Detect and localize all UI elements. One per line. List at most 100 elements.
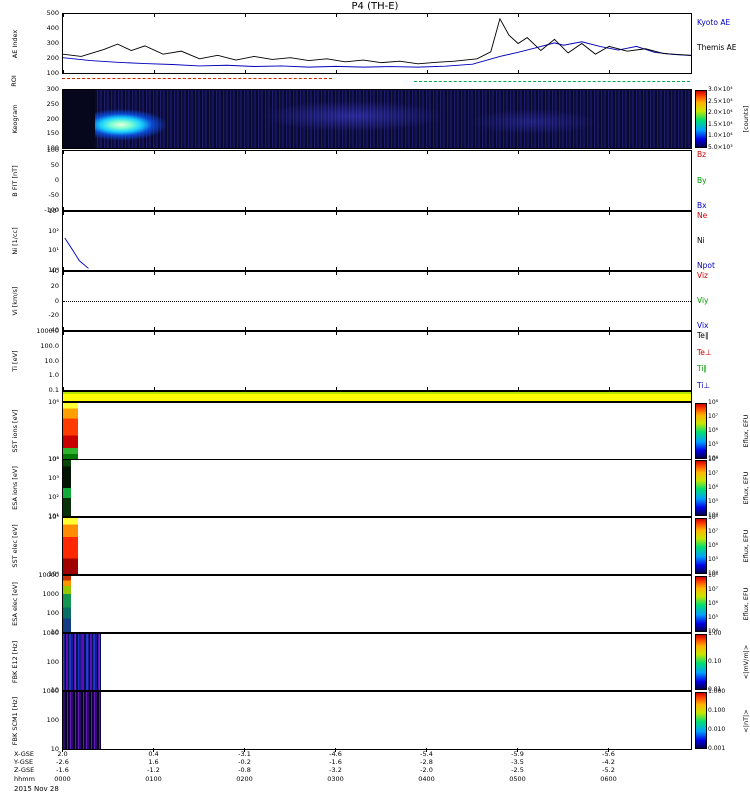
ni-ytick-labels: 10³ 10² 10¹ 10⁰: [17, 208, 59, 274]
ephemeris-value: 0.4: [148, 750, 159, 758]
vi-zero-line: [63, 301, 691, 302]
flags-plot-area: [63, 392, 691, 401]
ephemeris-row-label-x: X-GSE: [14, 750, 34, 758]
ytick-label: 0: [54, 176, 59, 184]
colorbar-tick-label: 10⁷: [708, 528, 719, 535]
sst-elec-spectrogram: [63, 518, 78, 574]
ephemeris-value: -5.9: [511, 750, 524, 758]
ytick-label: 10⁵: [48, 513, 59, 521]
time-tick-labels: 0000 0100 0200 0300 0400 0500 0600: [17, 776, 654, 783]
ephemeris-value: -4.6: [329, 750, 342, 758]
esa-elec-plot-area: [63, 576, 691, 632]
ytick-label: 1000: [42, 629, 59, 637]
legend-entry: Vix: [697, 321, 709, 330]
ytick-label: 10⁶: [48, 398, 59, 406]
keogram-colorbar-ticks: 3.0×10⁴ 2.5×10⁴ 2.0×10⁴ 1.5×10⁴ 1.0×10⁴ 5.0×1…: [708, 87, 740, 151]
ti-ytick-labels: 1000.0 100.0 10.0 1.0 0.1: [17, 328, 59, 394]
sst-ions-colorbar: [695, 403, 707, 459]
ephemeris-row-label-z: Z-GSE: [14, 766, 35, 774]
panel-bfit: B FIT [nT] 100 50 0 -50 -100 Bz By Bx: [11, 147, 707, 214]
colorbar-tick-label: 10⁵: [708, 441, 719, 448]
colorbar-tick-label: 2.0×10⁴: [708, 109, 733, 117]
ytick-label: 0: [54, 296, 59, 305]
fbk-scm-colorbar-unit: <|nT|>: [742, 708, 750, 733]
ytick-label: 10000: [38, 571, 59, 579]
plot-title: P4 (TH-E): [351, 1, 399, 12]
ytick-label: 10²: [48, 493, 59, 501]
ytick-label: 300: [46, 85, 59, 93]
ephemeris-value: -2.6: [56, 758, 69, 766]
ephemeris-value: -0.2: [238, 758, 251, 766]
colorbar-tick-label: 10⁶: [708, 484, 719, 491]
legend-entry: Te⊥: [697, 347, 712, 357]
colorbar-tick-label: 0.01: [708, 686, 722, 693]
sst-elec-colorbar: [695, 518, 707, 574]
ephemeris-row-z: -1.6 -1.2 -0.8 -3.2 -2.0 -2.5 -5.2: [17, 767, 654, 774]
panel-ae-index: AE Index 500 400 300 200 100 Kyoto AE Themis …: [11, 10, 737, 77]
ytick-label: 200: [46, 54, 59, 62]
fbk-scm-colorbar-ticks: 1.000 0.100 0.010 0.001: [708, 689, 740, 752]
ytick-label: 300: [46, 39, 59, 47]
ytick-label: 1000: [42, 687, 59, 695]
colorbar-tick-label: 10⁵: [708, 498, 719, 505]
time-tick-label: 0600: [600, 775, 617, 783]
sst-ions-ytick-labels: 10⁶ 10⁵: [17, 399, 59, 463]
time-tick-label: 0000: [54, 775, 71, 783]
ytick-label: -40: [48, 326, 59, 334]
fbk-e-spectrogram: [63, 634, 101, 690]
legend-entry: Themis AE: [697, 43, 737, 52]
colorbar-tick-label: 2.5×10⁴: [708, 97, 733, 105]
colorbar-tick-label: 10⁵: [708, 556, 719, 563]
legend-entry: Ne: [697, 211, 708, 220]
fbk-scm-ytick-labels: 1000 100 10: [17, 688, 59, 753]
time-tick-label: 0400: [418, 775, 435, 783]
ytick-label: 10¹: [48, 512, 59, 520]
ytick-label: 100.0: [40, 341, 59, 350]
ytick-label: -50: [48, 191, 59, 199]
panel-roi: ROI: [10, 75, 690, 87]
ae-plot-area: [63, 14, 691, 73]
ytick-label: 400: [46, 24, 59, 32]
colorbar-tick-label: 10⁸: [708, 399, 719, 406]
colorbar-tick-label: 0.010: [708, 726, 726, 733]
esa-ions-ytick-labels: 10⁴ 10³ 10² 10¹: [17, 456, 59, 520]
time-row-label: hhmm: [14, 775, 35, 783]
flag-bar: [63, 392, 691, 401]
fbk-scm-plot-area: [63, 692, 691, 749]
fbk-scm-spectrogram: [63, 692, 101, 749]
ytick-label: 0.1: [48, 386, 59, 394]
fbk-e-plot-area: [63, 634, 691, 690]
ephemeris-value: -2.5: [511, 766, 524, 774]
esa-ions-spectrogram: [63, 460, 71, 516]
ytick-label: 250: [46, 99, 59, 108]
colorbar-tick-label: 10⁴: [708, 570, 719, 577]
ytick-label: 10⁰: [48, 265, 59, 274]
ytick-label: 100: [46, 609, 59, 617]
ytick-label: 100: [46, 69, 59, 77]
ytick-label: 10⁴: [48, 570, 59, 578]
sst-ions-colorbar-unit: Eflux, EFU: [742, 414, 750, 448]
legend-entry: Kyoto AE: [697, 18, 731, 27]
vi-legend: Viz Viy Vix: [697, 272, 750, 330]
colorbar-tick-label: 1.0×10⁴: [708, 132, 733, 140]
keogram-heatmap: [63, 90, 691, 148]
ytick-label: 100: [46, 657, 59, 666]
ti-plot-area: [63, 332, 691, 390]
sst-ions-spectrogram: [63, 403, 78, 459]
colorbar-tick-label: 0.001: [708, 745, 726, 752]
esa-ions-colorbar: [695, 460, 707, 516]
sst-elec-ytick-labels: 10⁵ 10⁴: [17, 514, 59, 578]
ytick-label: 100: [46, 146, 59, 154]
roi-green-marker: [413, 81, 690, 82]
panel-density: Ni [1/cc] 10³ 10² 10¹ 10⁰ Ne Ni Npot: [11, 208, 715, 274]
ephemeris-value: -0.8: [238, 766, 251, 774]
colorbar-tick-label: 3.0×10⁴: [708, 86, 733, 93]
legend-entry: By: [697, 175, 707, 185]
fbk-e-colorbar-unit: <|mV/m|>: [742, 644, 750, 680]
colorbar-tick-label: 5.0×10³: [708, 143, 733, 151]
panel-flags: [62, 391, 692, 402]
keogram-ytick-labels: 300 250 200 150 100: [17, 86, 59, 152]
ytick-label: 10³: [48, 474, 59, 482]
colorbar-tick-label: 0.100: [708, 707, 726, 714]
panel-esa-electrons: ESA elec [eV] 10000 1000 100 10 10⁸ 10⁷ 10⁶ 10…: [11, 572, 750, 636]
